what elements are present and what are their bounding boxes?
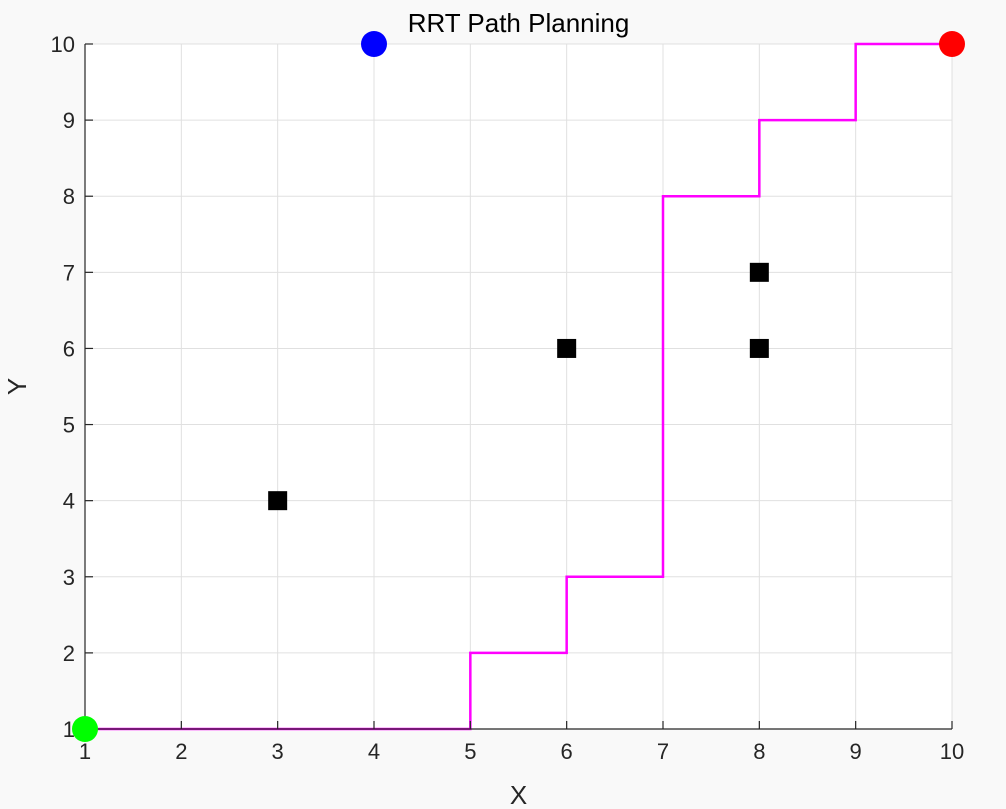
x-tick-label: 3	[272, 739, 284, 764]
y-tick-label: 2	[63, 641, 75, 666]
y-tick-label: 10	[51, 32, 75, 57]
x-tick-label: 2	[175, 739, 187, 764]
chart-title: RRT Path Planning	[408, 8, 630, 38]
obstacle-marker	[557, 338, 577, 358]
markers	[72, 31, 965, 742]
y-tick-label: 5	[63, 413, 75, 438]
x-tick-label: 10	[940, 739, 964, 764]
blue-point-marker	[361, 31, 387, 57]
y-tick-label: 6	[63, 336, 75, 361]
x-tick-label: 5	[464, 739, 476, 764]
y-axis-label: Y	[2, 378, 32, 395]
x-tick-label: 6	[561, 739, 573, 764]
y-tick-label: 4	[63, 489, 75, 514]
y-tick-label: 9	[63, 108, 75, 133]
obstacle-marker	[749, 338, 769, 358]
x-tick-label: 4	[368, 739, 380, 764]
x-tick-label: 9	[850, 739, 862, 764]
obstacle-marker	[749, 262, 769, 282]
x-tick-label: 1	[79, 739, 91, 764]
plot-area	[85, 44, 952, 729]
x-axis-label: X	[510, 780, 527, 809]
y-tick-label: 8	[63, 184, 75, 209]
obstacle-marker	[268, 491, 288, 511]
start-point-marker	[72, 716, 98, 742]
tick-labels: 1 2 3 4 5 6 7 8 9 10 1 2 3 4 5 6 7 8 9 10	[51, 32, 965, 764]
goal-point-marker	[939, 31, 965, 57]
x-tick-label: 7	[657, 739, 669, 764]
y-tick-label: 3	[63, 565, 75, 590]
x-tick-label: 8	[753, 739, 765, 764]
y-tick-label: 1	[63, 717, 75, 742]
y-tick-label: 7	[63, 260, 75, 285]
